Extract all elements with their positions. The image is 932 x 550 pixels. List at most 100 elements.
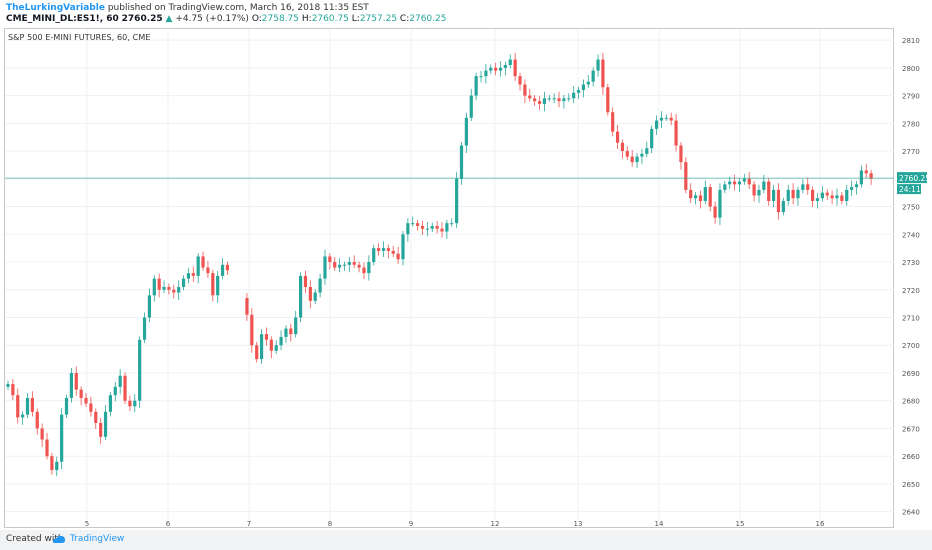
candle-body[interactable] — [391, 250, 395, 254]
candle-body[interactable] — [411, 223, 415, 225]
candle-body[interactable] — [835, 195, 839, 199]
symbol-label[interactable]: CME_MINI_DL:ES1!, 60 — [6, 14, 119, 24]
candle-body[interactable] — [601, 59, 605, 88]
candle-body[interactable] — [367, 262, 371, 274]
candle-body[interactable] — [728, 181, 732, 185]
candle-body[interactable] — [264, 334, 269, 340]
candle-body[interactable] — [674, 120, 678, 146]
candle-body[interactable] — [825, 192, 829, 196]
candle-body[interactable] — [289, 328, 293, 335]
candle-body[interactable] — [284, 328, 288, 337]
candle-body[interactable] — [840, 195, 844, 201]
candle-body[interactable] — [732, 181, 737, 185]
candle-body[interactable] — [177, 286, 181, 293]
candle-body[interactable] — [757, 189, 761, 196]
candle-body[interactable] — [25, 397, 30, 415]
candle-body[interactable] — [484, 70, 488, 77]
candle-body[interactable] — [21, 414, 25, 418]
candle-body[interactable] — [157, 278, 161, 290]
candle-body[interactable] — [596, 59, 600, 71]
candle-body[interactable] — [703, 187, 707, 201]
candle-body[interactable] — [547, 98, 551, 100]
candle-body[interactable] — [747, 178, 751, 185]
candle-body[interactable] — [791, 189, 795, 199]
candle-body[interactable] — [294, 317, 298, 335]
candle-body[interactable] — [94, 411, 98, 423]
candle-body[interactable] — [576, 90, 581, 93]
candle-body[interactable] — [84, 397, 88, 404]
candle-body[interactable] — [89, 403, 93, 412]
candle-body[interactable] — [850, 187, 854, 190]
candle-body[interactable] — [74, 372, 78, 390]
candle-body[interactable] — [69, 372, 73, 398]
candle-body[interactable] — [55, 461, 59, 471]
candle-body[interactable] — [30, 397, 34, 412]
candle-body[interactable] — [255, 345, 259, 360]
candle-body[interactable] — [557, 98, 561, 102]
candle-body[interactable] — [420, 225, 425, 229]
candle-body[interactable] — [377, 248, 381, 251]
candle-body[interactable] — [440, 228, 444, 232]
candle-body[interactable] — [645, 148, 649, 154]
candle-body[interactable] — [640, 153, 644, 157]
candle-body[interactable] — [35, 411, 39, 429]
candle-body[interactable] — [450, 223, 454, 225]
candle-body[interactable] — [737, 181, 742, 185]
candle-body[interactable] — [357, 264, 361, 268]
candle-body[interactable] — [123, 375, 127, 401]
candle-body[interactable] — [508, 59, 512, 66]
candle-body[interactable] — [767, 181, 771, 201]
chart-panel[interactable] — [4, 28, 894, 528]
candle-body[interactable] — [162, 286, 166, 290]
candle-body[interactable] — [830, 195, 834, 199]
candle-body[interactable] — [762, 181, 766, 190]
candle-body[interactable] — [333, 262, 337, 268]
candle-body[interactable] — [606, 87, 610, 113]
candle-body[interactable] — [396, 253, 400, 260]
candle-body[interactable] — [128, 400, 132, 407]
candle-body[interactable] — [752, 184, 756, 196]
candle-body[interactable] — [693, 195, 698, 199]
candle-body[interactable] — [513, 59, 517, 77]
candle-body[interactable] — [406, 223, 410, 235]
candle-body[interactable] — [581, 84, 586, 91]
candle-body[interactable] — [279, 336, 283, 346]
candle-body[interactable] — [464, 117, 468, 146]
candle-body[interactable] — [401, 234, 405, 260]
candle-body[interactable] — [684, 162, 688, 190]
candle-body[interactable] — [869, 173, 873, 179]
candle-body[interactable] — [337, 264, 342, 268]
candle-body[interactable] — [362, 267, 366, 274]
candle-body[interactable] — [811, 189, 815, 201]
candle-body[interactable] — [352, 262, 356, 265]
candle-body[interactable] — [138, 339, 142, 401]
candle-body[interactable] — [103, 411, 108, 437]
candle-body[interactable] — [328, 256, 332, 263]
candle-body[interactable] — [523, 84, 527, 96]
candle-body[interactable] — [489, 67, 493, 71]
candle-body[interactable] — [386, 248, 390, 251]
candle-body[interactable] — [796, 189, 800, 199]
candle-body[interactable] — [654, 120, 659, 129]
candle-body[interactable] — [298, 275, 303, 318]
candle-body[interactable] — [118, 375, 122, 387]
candle-body[interactable] — [494, 67, 498, 71]
candle-body[interactable] — [152, 278, 156, 296]
candle-body[interactable] — [274, 345, 278, 351]
candle-body[interactable] — [854, 184, 859, 188]
candle-body[interactable] — [528, 95, 532, 99]
candle-body[interactable] — [669, 117, 673, 121]
candle-body[interactable] — [430, 225, 434, 229]
candle-body[interactable] — [786, 189, 790, 201]
candle-body[interactable] — [416, 223, 420, 226]
candle-body[interactable] — [99, 422, 103, 437]
candle-body[interactable] — [142, 317, 147, 340]
candle-body[interactable] — [303, 275, 308, 287]
candle-body[interactable] — [801, 184, 805, 190]
candle-body[interactable] — [16, 395, 20, 418]
candle-body[interactable] — [635, 156, 639, 163]
candle-body[interactable] — [625, 151, 629, 157]
candle-body[interactable] — [425, 228, 429, 230]
candle-body[interactable] — [323, 256, 327, 279]
candle-body[interactable] — [372, 248, 376, 263]
